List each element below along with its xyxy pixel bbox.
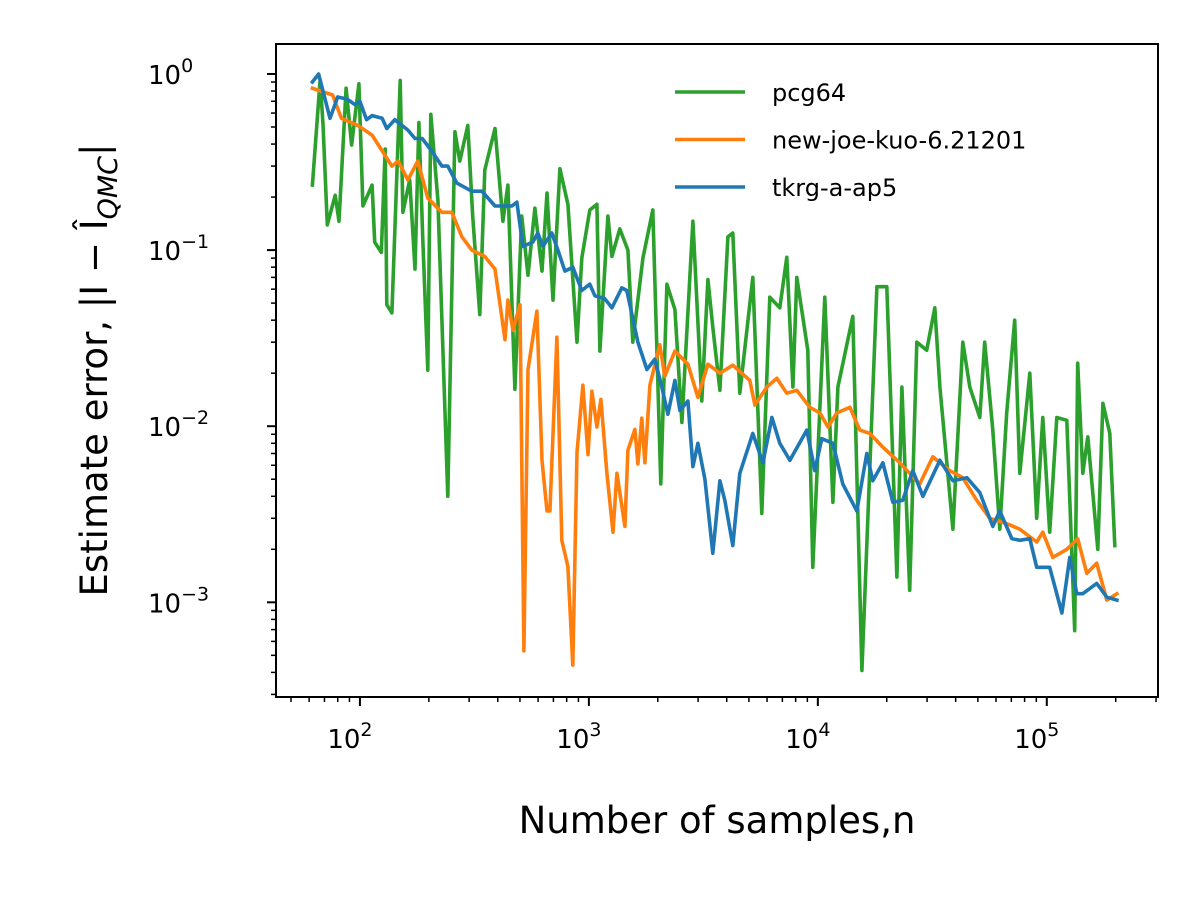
y-tick-label: 100 — [148, 55, 193, 91]
legend-item-new-joe-kuo-6.21201: new-joe-kuo-6.21201 — [675, 127, 1026, 155]
x-tick-label: 104 — [785, 719, 830, 755]
x-tick-label: 102 — [327, 719, 372, 755]
x-tick-label: 105 — [1014, 719, 1059, 755]
legend-item-pcg64: pcg64 — [675, 79, 846, 107]
legend: pcg64 new-joe-kuo-6.21201 tkrg-a-ap5 — [675, 79, 1026, 202]
legend-label: tkrg-a-ap5 — [772, 174, 897, 202]
y-tick-label: 10−2 — [148, 407, 209, 443]
y-tick-label: 10−1 — [148, 231, 209, 267]
y-axis-label: Estimate error, |I − ÎQMC| — [72, 144, 124, 597]
x-axis-label: Number of samples,n — [519, 799, 916, 842]
axes-layer: 102 103 104 105 100 10−1 10−2 10−3 — [148, 43, 1159, 755]
series-layer — [309, 72, 1120, 673]
y-tick-label: 10−3 — [148, 583, 209, 619]
x-tick-label: 103 — [556, 719, 601, 755]
legend-item-tkrg-a-ap5: tkrg-a-ap5 — [675, 174, 897, 202]
series-line-pcg64 — [310, 78, 1117, 673]
plot-frame — [275, 43, 1159, 698]
series-line-tkrg-a-ap5 — [309, 72, 1120, 615]
legend-label: new-joe-kuo-6.21201 — [772, 127, 1026, 155]
legend-label: pcg64 — [772, 79, 846, 107]
